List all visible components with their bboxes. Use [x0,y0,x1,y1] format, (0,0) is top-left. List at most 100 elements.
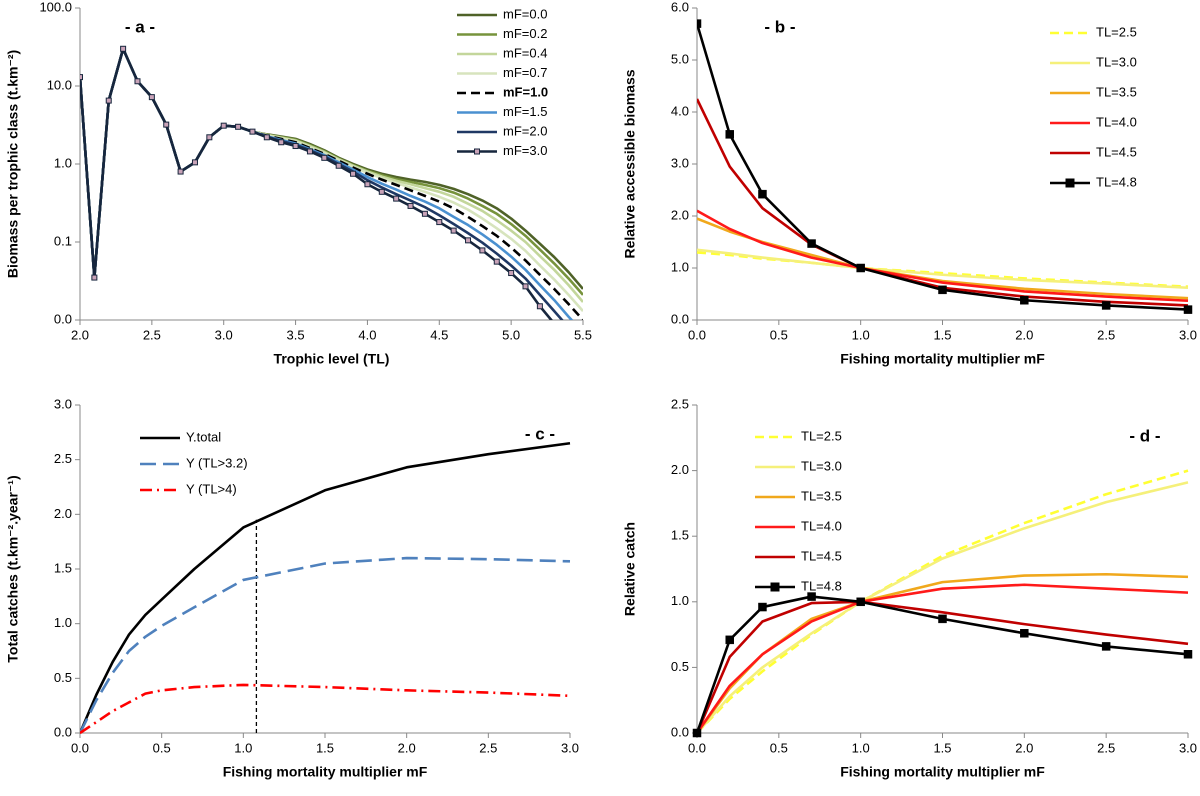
series-marker [536,303,543,310]
series-marker [249,128,256,135]
legend-marker [474,148,480,155]
legend-label: Y (TL>4) [186,481,237,496]
y-tick-label: 100.0 [39,0,72,14]
y-tick-label: 2.5 [54,451,72,466]
series-line [696,481,1189,734]
series-marker [393,195,400,202]
x-tick-label: 1.0 [852,327,870,342]
legend-label: mF=1.0 [503,84,548,99]
legend-label: TL=4.0 [801,518,842,533]
legend-label: Y (TL>3.2) [186,455,248,470]
series-line [695,583,1189,734]
x-tick-label: 3.0 [1179,327,1197,342]
series-marker [120,45,127,52]
x-tick-label: 2.0 [1015,740,1033,755]
y-tick-label: 2.0 [54,506,72,521]
x-tick-label: 2.5 [143,327,161,342]
x-tick-label: 2.5 [479,740,497,755]
y-tick-label: 0.1 [54,233,72,248]
y-axis-label: Biomass per trophic class (t.km⁻²) [5,50,21,278]
x-axis-label: Fishing mortality multiplier mF [840,764,1045,780]
x-tick-label: 4.5 [430,327,448,342]
y-tick-label: 3.0 [671,155,689,170]
legend-label: TL=4.0 [1096,114,1137,129]
y-tick-label: 1.5 [54,560,72,575]
series-marker [220,122,227,129]
legend-label: mF=0.4 [503,45,547,60]
y-tick-label: 0.0 [54,311,72,326]
series-marker [692,728,702,738]
series-marker [725,130,734,139]
legend-label: TL=3.5 [1096,84,1137,99]
series-marker [436,219,443,226]
x-axis-label: Fishing mortality multiplier mF [840,351,1045,367]
plot-area [80,441,571,735]
series-marker [938,614,947,624]
legend-label: TL=2.5 [801,428,842,443]
y-axis-label: Total catches (t.km⁻².year⁻¹) [5,475,21,662]
series-marker [856,597,865,607]
series-marker [566,341,571,346]
legend-label: TL=4.8 [801,578,842,593]
y-tick-label: 10.0 [47,77,72,92]
series-marker [350,170,357,177]
legend-label: mF=0.0 [503,6,547,21]
x-tick-label: 1.0 [234,740,252,755]
series-marker [581,358,586,363]
series-marker [725,635,734,645]
series-marker [306,148,313,155]
y-tick-label: 2.0 [671,462,689,477]
panel-title: - d - [1129,426,1160,445]
x-tick-label: 2.5 [1097,327,1115,342]
series-marker [177,168,184,175]
legend-label: mF=1.5 [503,104,547,119]
x-tick-label: 0.5 [770,740,788,755]
series-marker [335,162,342,169]
plot-area [692,469,1193,738]
x-tick-label: 0.5 [153,740,171,755]
y-tick-label: 1.5 [671,528,689,543]
x-tick-label: 3.0 [1179,740,1197,755]
y-tick-label: 0.5 [671,659,689,674]
legend-label: TL=4.5 [801,548,842,563]
series-marker [938,285,947,295]
panel: 0.0 0.1 1.0 10.0 100.0 2.0 2.5 3.0 3.5 4.0 4.5 5.0 5… [5,0,592,367]
series-marker [134,78,141,85]
x-tick-label: 0.0 [688,740,706,755]
series-marker [91,274,98,281]
series-marker [191,159,198,166]
y-tick-label: 5.0 [671,51,689,66]
series-marker [1020,295,1029,305]
legend-label: TL=2.5 [1096,24,1137,39]
series-line [80,441,571,734]
series-marker [758,189,767,199]
series-marker [807,239,816,248]
series-marker [856,263,865,273]
series-marker [1101,642,1111,651]
series-marker [321,154,328,161]
series-marker [364,181,371,188]
x-axis-label: Trophic level (TL) [274,351,390,367]
y-tick-label: 2.0 [671,207,689,222]
y-tick-label: 1.0 [671,259,689,274]
legend-label: TL=3.5 [801,488,842,503]
legend-marker [770,582,780,592]
y-tick-label: 0.0 [671,724,689,739]
x-tick-label: 5.5 [574,327,592,342]
series-marker [522,283,529,290]
series-marker [552,321,557,326]
x-axis-label: Fishing mortality multiplier mF [223,764,428,780]
series-marker [493,258,500,265]
series-marker [206,134,213,141]
series-marker [292,143,299,150]
x-tick-label: 0.5 [770,327,788,342]
legend-label: TL=3.0 [1096,54,1137,69]
series-marker [263,134,270,141]
series-marker [479,247,486,254]
x-tick-label: 3.5 [287,327,305,342]
panel: 0.0 0.5 1.0 1.5 2.0 2.5 0.0 0.5 1.0 1.5 2.0 2.5 3.0 F… [622,396,1197,779]
series-marker [407,202,414,209]
legend-label: mF=0.2 [503,26,547,41]
series-marker [758,602,767,612]
x-tick-label: 0.0 [688,327,706,342]
